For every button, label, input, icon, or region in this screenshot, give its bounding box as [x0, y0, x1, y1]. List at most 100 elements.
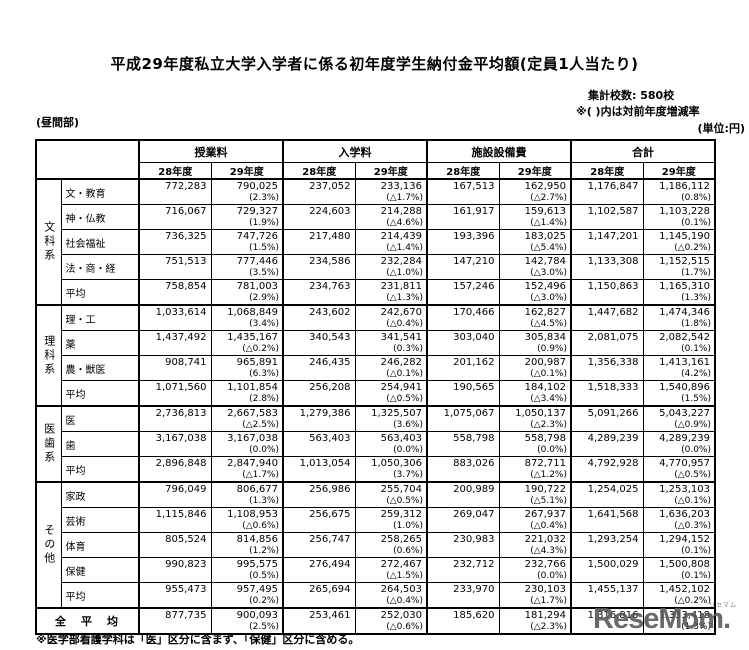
- fee-value: 159,613: [524, 206, 566, 217]
- year-header: 29年度: [498, 162, 572, 180]
- table-row: 体育 805,524 814,856 (1.2%) 256,747 258,265 (0.6…: [36, 532, 716, 558]
- fee-change-pct: (△3.0%): [530, 268, 567, 278]
- fee-cell: 1,294,152 (0.1%): [642, 532, 716, 558]
- year-header: 29年度: [642, 162, 716, 180]
- fee-cell: 781,003 (2.9%): [210, 279, 284, 306]
- fee-cell: 1,101,854 (2.8%): [210, 380, 284, 407]
- row-label: 家政: [60, 481, 140, 508]
- fee-cell: 170,466: [426, 304, 500, 331]
- fee-value: 303,040: [453, 332, 495, 343]
- fee-value: 1,325,507: [371, 408, 422, 419]
- fee-value: 1,103,228: [659, 206, 710, 217]
- fee-value: 253,461: [309, 610, 351, 621]
- fee-value: 265,694: [309, 584, 351, 595]
- row-label: 平均: [60, 582, 140, 609]
- fee-cell: 1,150,863: [570, 279, 644, 306]
- fee-value: 790,025: [236, 181, 278, 192]
- fee-change-pct: (1.5%): [681, 394, 711, 404]
- fee-cell: 233,970: [426, 582, 500, 609]
- fee-cell: 1,435,167 (△0.2%): [210, 330, 284, 356]
- fee-cell: 5,091,266: [570, 405, 644, 432]
- fee-value: 1,293,254: [587, 534, 639, 545]
- section-label: その他: [35, 481, 62, 609]
- fee-cell: 1,518,333: [570, 380, 644, 407]
- fee-cell: 1,452,102 (△0.2%): [642, 582, 716, 609]
- fee-value: 234,586: [309, 256, 351, 267]
- fee-cell: 1,253,103 (△0.1%): [642, 481, 716, 508]
- total-row-label: 全 平 均: [35, 607, 140, 635]
- row-label: 神・仏教: [60, 204, 140, 230]
- fee-value: 259,312: [380, 509, 422, 520]
- fee-change-pct: (△0.3%): [674, 521, 711, 531]
- table-row: 薬 1,437,492 1,435,167 (△0.2%) 340,543 341,541…: [36, 330, 716, 356]
- fee-cell: 237,052: [282, 178, 356, 205]
- fee-cell: 747,726 (1.5%): [210, 229, 284, 255]
- fee-cell: 1,050,306 (3.7%): [354, 456, 428, 483]
- fee-value: 1,333,418: [659, 610, 710, 621]
- fee-change-pct: (3.4%): [249, 319, 279, 329]
- fee-change-pct: (0.0%): [393, 445, 423, 455]
- page-title: 平成29年度私立大学入学者に係る初年度学生納付金平均額(定員1人当たり): [110, 55, 639, 73]
- fee-value: 1,176,847: [587, 181, 639, 192]
- fee-cell: 232,766 (0.0%): [498, 557, 572, 583]
- fee-value: 814,856: [236, 534, 278, 545]
- fee-cell: 259,312 (1.0%): [354, 507, 428, 533]
- table-row: 神・仏教 716,067 729,327 (1.9%) 224,603 214,288 (△…: [36, 204, 716, 230]
- fee-change-pct: (△0.6%): [242, 521, 279, 531]
- fee-change-pct: (△2.3%): [530, 622, 567, 632]
- fee-cell: 1,108,953 (△0.6%): [210, 507, 284, 533]
- fee-change-pct: (3.7%): [393, 470, 423, 480]
- fee-cell: 558,798 (0.0%): [498, 431, 572, 457]
- fee-value: 990,823: [165, 559, 207, 570]
- fee-value: 181,294: [524, 610, 566, 621]
- fee-value: 1,101,854: [227, 382, 278, 393]
- fee-cell: 231,811 (△1.3%): [354, 279, 428, 306]
- fee-value: 4,770,957: [659, 458, 710, 469]
- fee-value: 877,735: [165, 610, 207, 621]
- year-header: 29年度: [210, 162, 284, 180]
- fee-cell: 258,265 (0.6%): [354, 532, 428, 558]
- year-header: 28年度: [426, 162, 500, 180]
- table-row: その他 家政 796,049 806,677 (1.3%) 256,986 255,704(…: [35, 481, 716, 609]
- fee-change-pct: (△0.5%): [386, 496, 423, 506]
- fee-cell: 234,586: [282, 254, 356, 280]
- table-row: 社会福祉 736,325 747,726 (1.5%) 217,480 214,439 (△…: [36, 229, 716, 255]
- fee-value: 184,102: [524, 382, 566, 393]
- resemom-watermark: リセマム ReseMom.: [593, 599, 745, 643]
- fee-value: 1,474,346: [659, 307, 710, 318]
- row-label: 平均: [60, 380, 140, 407]
- fee-value: 256,208: [309, 382, 351, 393]
- fee-value: 1,075,067: [443, 408, 495, 419]
- fee-value: 796,049: [165, 484, 207, 495]
- fee-cell: 1,068,849 (3.4%): [210, 304, 284, 331]
- fee-cell: 995,575 (0.5%): [210, 557, 284, 583]
- fee-change-pct: (△1.7%): [530, 596, 567, 606]
- fee-change-pct: (4.2%): [681, 369, 711, 379]
- fee-cell: 303,040: [426, 330, 500, 356]
- fee-value: 1,115,846: [155, 509, 207, 520]
- fee-value: 900,093: [236, 610, 278, 621]
- fee-cell: 1,325,507 (3.6%): [354, 405, 428, 432]
- fee-change-pct: (1.9%): [249, 218, 279, 228]
- fee-value: 147,210: [453, 256, 495, 267]
- fee-cell: 772,283: [138, 178, 212, 205]
- fee-value: 1,455,137: [587, 584, 639, 595]
- fee-value: 965,891: [236, 357, 278, 368]
- fee-cell: 1,050,137 (△2.3%): [498, 405, 572, 432]
- fee-value: 162,827: [524, 307, 566, 318]
- fee-change-pct: (△0.9%): [674, 420, 711, 430]
- fee-value: 1,435,167: [227, 332, 278, 343]
- year-header: 29年度: [354, 162, 428, 180]
- fee-value: 729,327: [236, 206, 278, 217]
- fee-cell: 900,093 (2.5%): [210, 607, 284, 635]
- row-label: 平均: [60, 279, 140, 306]
- fee-cell: 751,513: [138, 254, 212, 280]
- footnote: ※医学部看護学科は「医」区分に含まず、「保健」区分に含める。: [36, 633, 360, 646]
- table-row: 平均 758,854 781,003 (2.9%) 234,763 231,811 (△1.…: [36, 279, 716, 306]
- fee-cell: 233,136 (△1.7%): [354, 178, 428, 205]
- fee-change-pct: (△0.4%): [530, 521, 567, 531]
- fee-cell: 214,439 (△1.4%): [354, 229, 428, 255]
- fee-value: 1,279,386: [299, 408, 351, 419]
- table-row: 芸術 1,115,846 1,108,953 (△0.6%) 256,675 259,31…: [36, 507, 716, 533]
- fee-value: 777,446: [236, 256, 278, 267]
